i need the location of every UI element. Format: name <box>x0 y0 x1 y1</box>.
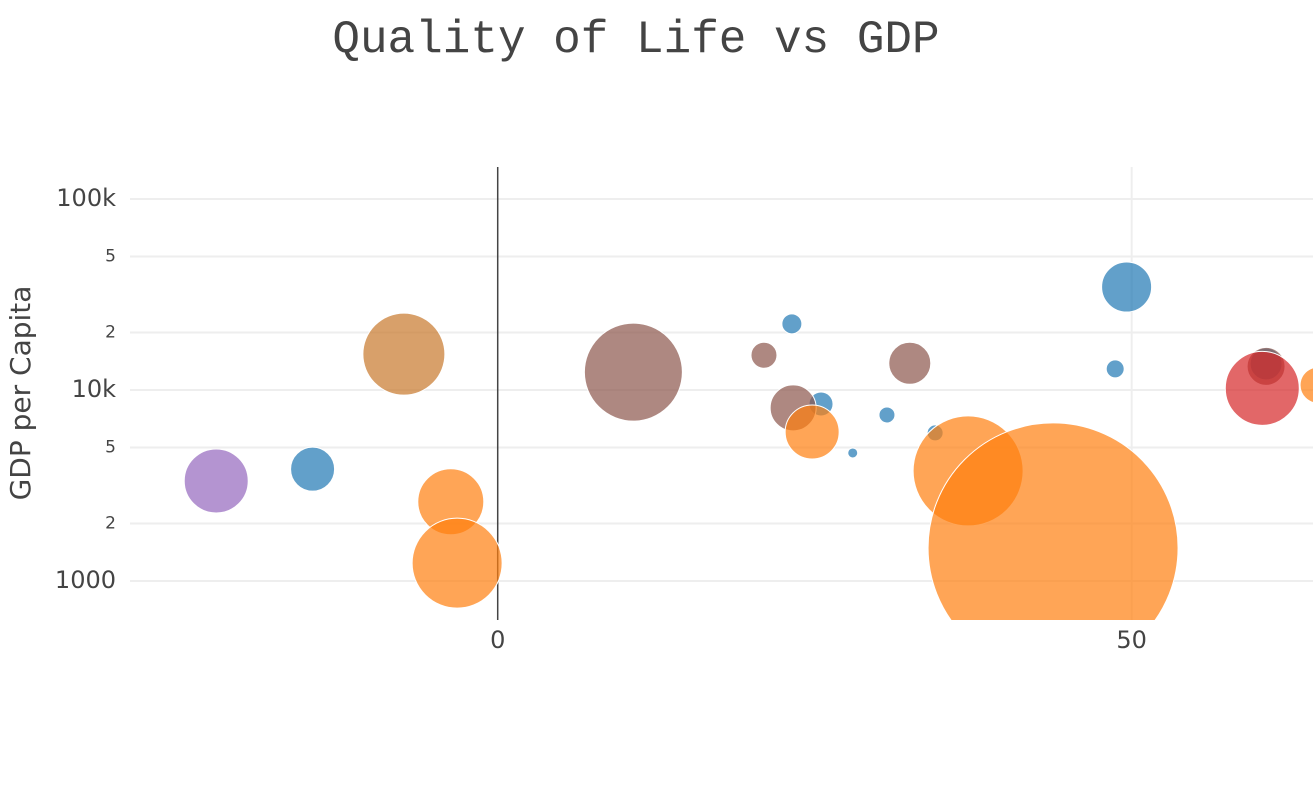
bubble <box>888 341 932 385</box>
x-tick-label: 50 <box>1116 626 1147 654</box>
y-tick-label: 2 <box>105 514 116 534</box>
bubble <box>781 313 803 335</box>
bubble <box>1101 261 1153 313</box>
plot-area <box>183 261 1313 620</box>
bubble <box>583 322 683 422</box>
grid <box>130 167 1313 620</box>
y-tick-label: 100k <box>56 184 116 212</box>
y-tick-label: 1000 <box>55 566 116 594</box>
chart-title: Quality of Life vs GDP <box>332 14 939 66</box>
bubble <box>878 406 896 424</box>
y-tick-label: 10k <box>72 375 117 403</box>
x-tick-label: 0 <box>490 626 505 654</box>
bubble <box>750 341 778 369</box>
bubble <box>927 422 1179 620</box>
y-tick-label: 5 <box>105 437 116 457</box>
bubble <box>183 448 249 514</box>
bubble <box>1299 367 1313 403</box>
bubble <box>362 312 446 396</box>
bubble <box>290 446 336 492</box>
y-tick-label: 5 <box>105 246 116 266</box>
axis-labels: 1000 2 5 10k 2 5 100k 0 50 <box>55 184 1147 654</box>
y-axis-label: GDP per Capita <box>4 286 37 501</box>
bubble <box>784 404 840 460</box>
bubble <box>1105 359 1125 379</box>
y-tick-label: 2 <box>105 322 116 342</box>
bubble <box>1224 350 1300 426</box>
bubble <box>411 517 503 609</box>
bubble <box>847 447 859 459</box>
